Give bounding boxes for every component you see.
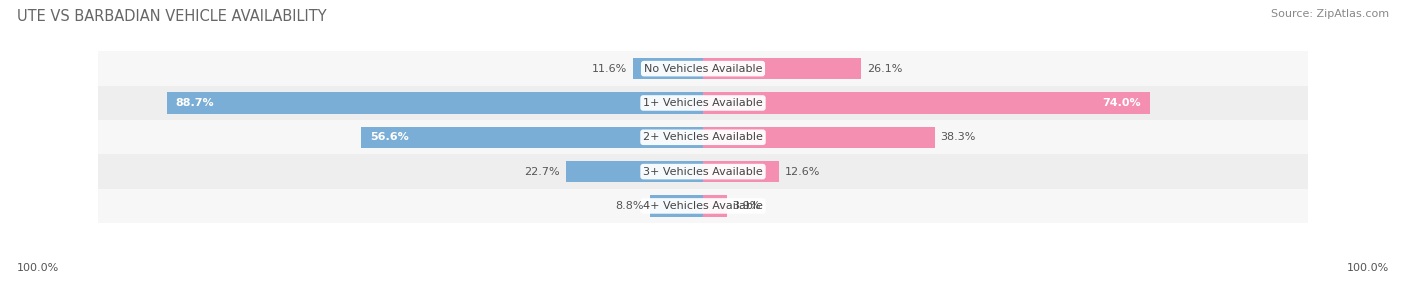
Text: 11.6%: 11.6% [592,64,627,74]
Text: 2+ Vehicles Available: 2+ Vehicles Available [643,132,763,142]
Text: 38.3%: 38.3% [941,132,976,142]
Bar [98,189,1308,223]
Bar [703,195,727,217]
Bar [703,92,1150,114]
Text: 26.1%: 26.1% [868,64,903,74]
Bar [361,127,703,148]
Bar [98,120,1308,154]
Text: 12.6%: 12.6% [785,167,821,176]
Text: UTE VS BARBADIAN VEHICLE AVAILABILITY: UTE VS BARBADIAN VEHICLE AVAILABILITY [17,9,326,23]
Text: 8.8%: 8.8% [616,201,644,211]
Text: 100.0%: 100.0% [17,263,59,273]
Bar [98,154,1308,189]
Bar [703,58,860,79]
Legend: Ute, Barbadian: Ute, Barbadian [636,284,770,286]
Bar [167,92,703,114]
Bar [633,58,703,79]
Text: No Vehicles Available: No Vehicles Available [644,64,762,74]
Text: 3+ Vehicles Available: 3+ Vehicles Available [643,167,763,176]
Text: 88.7%: 88.7% [176,98,215,108]
Text: 74.0%: 74.0% [1102,98,1142,108]
Text: 4+ Vehicles Available: 4+ Vehicles Available [643,201,763,211]
Text: 56.6%: 56.6% [370,132,409,142]
Bar [565,161,703,182]
Text: 3.9%: 3.9% [733,201,761,211]
Bar [650,195,703,217]
Text: 1+ Vehicles Available: 1+ Vehicles Available [643,98,763,108]
Text: 22.7%: 22.7% [524,167,560,176]
Bar [98,51,1308,86]
Text: Source: ZipAtlas.com: Source: ZipAtlas.com [1271,9,1389,19]
Bar [98,86,1308,120]
Bar [703,161,779,182]
Text: 100.0%: 100.0% [1347,263,1389,273]
Bar [703,127,935,148]
